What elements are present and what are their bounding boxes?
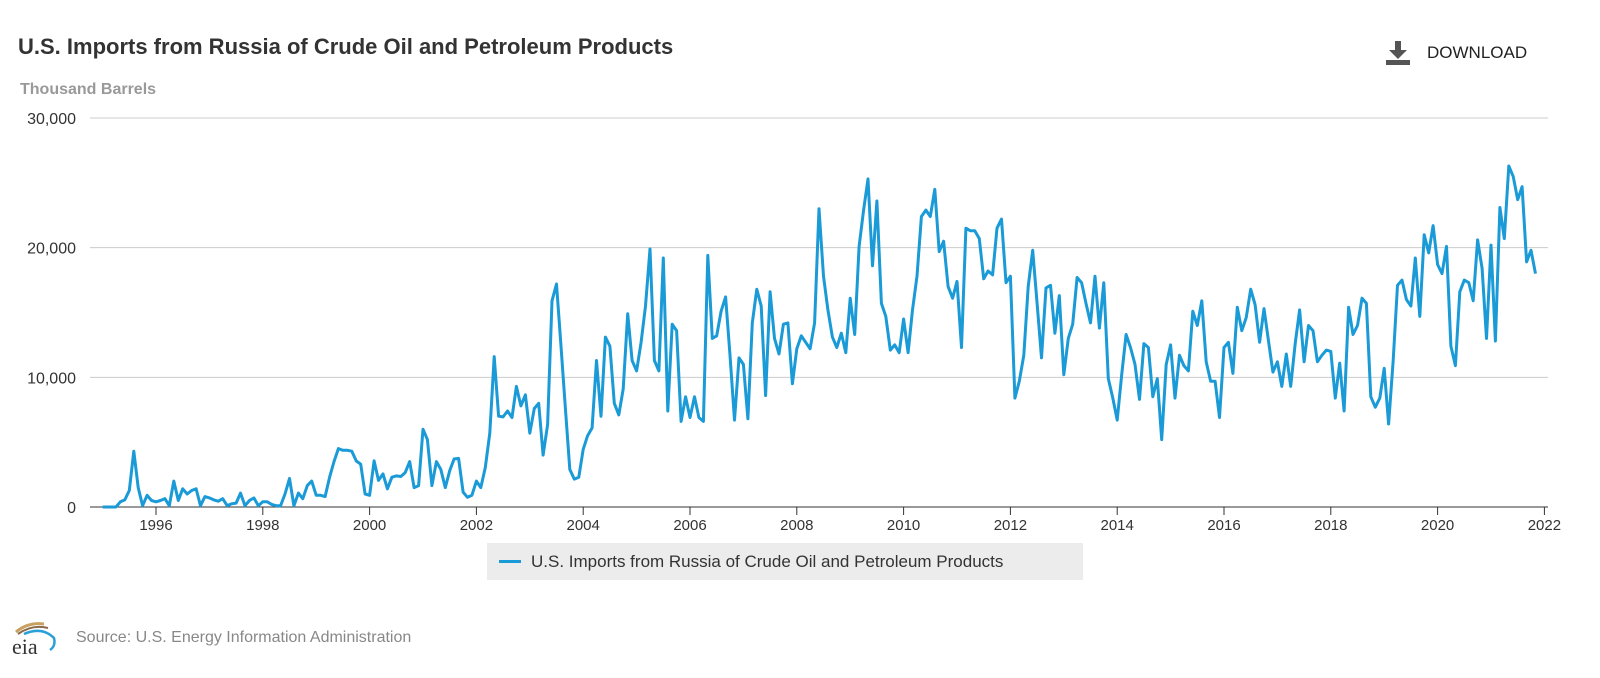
x-tick-label: 2014 <box>1101 517 1134 534</box>
chart-title: U.S. Imports from Russia of Crude Oil an… <box>18 34 674 59</box>
x-tick-label: 2018 <box>1314 517 1347 534</box>
eia-logo: eia <box>12 622 56 656</box>
y-tick-label: 30,000 <box>27 111 76 128</box>
x-tick-label: 2002 <box>460 517 493 534</box>
legend-item[interactable]: U.S. Imports from Russia of Crude Oil an… <box>487 543 1083 580</box>
download-button[interactable]: DOWNLOAD <box>1385 40 1527 66</box>
x-tick-label: 2012 <box>994 517 1027 534</box>
footer: eia Source: U.S. Energy Information Admi… <box>10 620 411 656</box>
download-icon <box>1386 41 1410 65</box>
x-tick-label: 2004 <box>567 517 600 534</box>
x-tick-label: 2020 <box>1421 517 1454 534</box>
download-label: DOWNLOAD <box>1427 43 1528 62</box>
y-tick-label: 20,000 <box>27 241 76 258</box>
x-tick-label: 2000 <box>353 517 386 534</box>
y-tick-label: 0 <box>67 500 76 517</box>
x-tick-label: 2010 <box>887 517 920 534</box>
y-axis-units: Thousand Barrels <box>20 81 157 98</box>
legend-swatch <box>499 560 521 563</box>
x-tick-label: 2016 <box>1207 517 1240 534</box>
line-chart: 0 10,000 20,000 30,000 1996 1998 2000 2002 2004 2… <box>27 111 1561 534</box>
x-tick-label: 2006 <box>673 517 706 534</box>
y-tick-label: 10,000 <box>27 370 76 387</box>
x-tick-label: 2022 <box>1528 517 1561 534</box>
x-tick-label: 1998 <box>246 517 279 534</box>
svg-text:eia: eia <box>12 634 38 656</box>
x-tick-label: 1996 <box>139 517 172 534</box>
legend-label: U.S. Imports from Russia of Crude Oil an… <box>531 551 1004 571</box>
source-text: Source: U.S. Energy Information Administ… <box>76 629 412 646</box>
series-line <box>102 164 1537 509</box>
x-tick-label: 2008 <box>780 517 813 534</box>
